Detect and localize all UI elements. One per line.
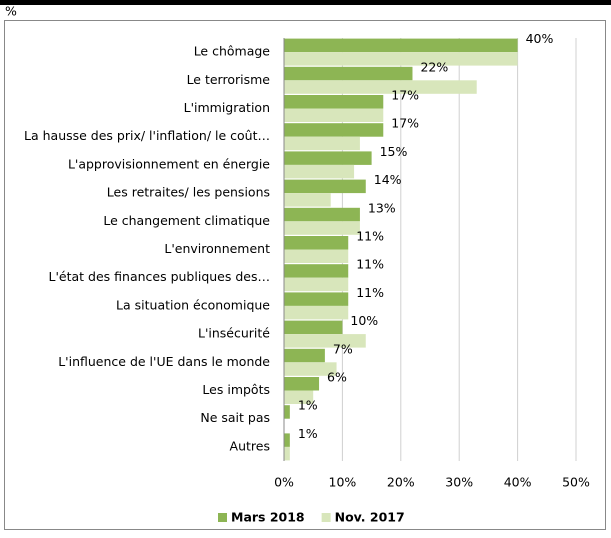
data-label: 6% [327, 370, 347, 385]
bar [284, 305, 349, 320]
bar [284, 136, 360, 151]
data-label: 17% [391, 88, 419, 103]
bar [284, 164, 355, 179]
data-label: 14% [374, 172, 402, 187]
legend-swatch [218, 513, 227, 522]
data-label: 13% [368, 200, 396, 215]
category-label: Les impôts [202, 382, 270, 397]
bar [284, 348, 325, 363]
bar [284, 123, 384, 137]
bar [284, 446, 290, 461]
legend-swatch [321, 513, 331, 522]
data-label: 1% [298, 398, 318, 413]
bar [284, 193, 331, 207]
bar [284, 179, 366, 194]
x-tick-label: 10% [329, 475, 357, 490]
bar [284, 95, 384, 109]
bar [284, 362, 337, 376]
bar [284, 38, 518, 53]
axis-label: % [5, 4, 17, 19]
category-label: L'immigration [184, 100, 270, 115]
bar [284, 377, 320, 391]
data-label: 10% [350, 313, 378, 328]
data-label: 11% [356, 229, 384, 244]
category-label: Autres [230, 438, 270, 453]
legend-label: Mars 2018 [231, 510, 305, 525]
category-label: L'influence de l'UE dans le monde [58, 354, 270, 369]
data-label: 17% [391, 116, 419, 131]
legend-label: Nov. 2017 [335, 510, 405, 525]
category-label: Le changement climatique [103, 213, 270, 228]
data-label: 11% [356, 257, 384, 272]
category-label: L'approvisionnement en énergie [68, 156, 270, 171]
bar [284, 66, 413, 81]
bar [284, 405, 290, 419]
bar [284, 52, 518, 66]
data-label: 11% [356, 285, 384, 300]
category-label: La hausse des prix/ l'inflation/ le coût… [24, 128, 270, 143]
data-label: 7% [333, 341, 353, 356]
bar [284, 292, 349, 306]
category-label: L'insécurité [198, 326, 270, 341]
bar [284, 433, 290, 447]
x-tick-label: 20% [387, 475, 415, 490]
category-label: L'état des finances publiques des… [49, 269, 270, 284]
x-tick-label: 30% [445, 475, 473, 490]
bar [284, 334, 366, 348]
category-label: Le chômage [194, 44, 271, 59]
bar [284, 236, 349, 250]
data-label: 15% [380, 144, 408, 159]
category-label: Les retraites/ les pensions [107, 185, 270, 200]
data-label: 22% [420, 59, 448, 74]
x-tick-label: 40% [504, 475, 532, 490]
bar [284, 390, 314, 404]
bar [284, 207, 360, 222]
bar [284, 221, 360, 235]
bar [284, 80, 477, 94]
category-label: Le terrorisme [187, 72, 271, 87]
x-tick-label: 50% [562, 475, 590, 490]
bar [284, 277, 349, 292]
category-label: L'environnement [164, 241, 270, 256]
category-label: Ne sait pas [200, 410, 270, 425]
category-label: La situation économique [116, 297, 270, 312]
data-label: 1% [298, 426, 318, 441]
bar [284, 320, 343, 335]
bar [284, 151, 372, 165]
bar [284, 108, 384, 122]
title-strip [0, 0, 611, 5]
bar [284, 264, 349, 278]
data-label: 40% [526, 31, 554, 46]
bar [284, 249, 349, 263]
x-tick-label: 0% [274, 475, 294, 490]
